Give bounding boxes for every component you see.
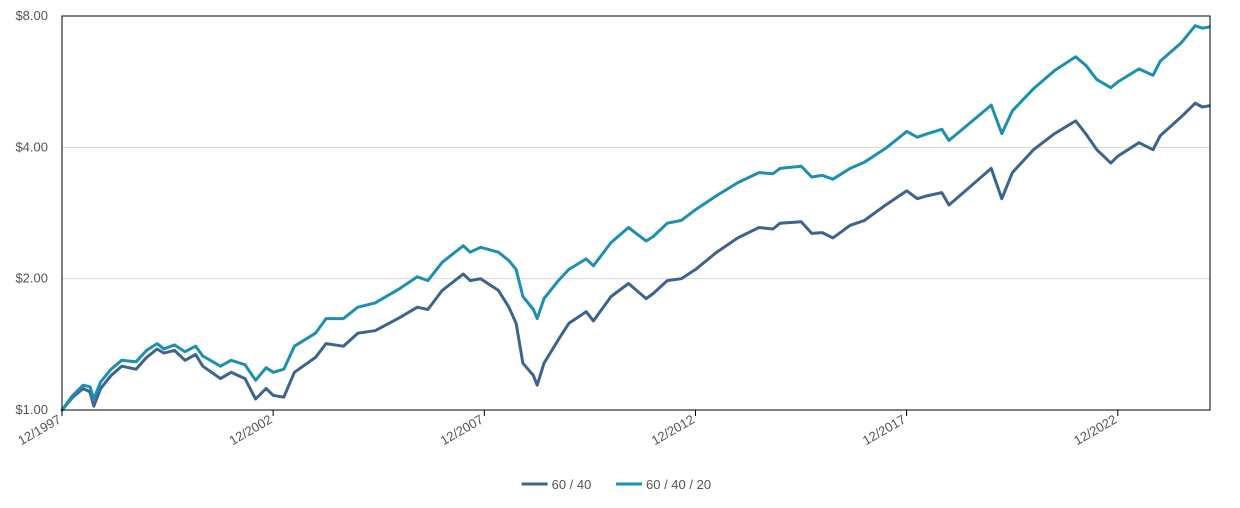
y-tick-label: $1.00: [15, 402, 48, 417]
series-line-2: [60, 24, 1211, 412]
y-tick-label: $4.00: [15, 139, 48, 154]
x-tick-label: 12/2002: [226, 412, 274, 448]
plot-frame: [61, 15, 1211, 411]
grid-lines: [62, 146, 1210, 280]
x-tick-label: 12/2017: [860, 412, 908, 448]
x-axis-ticks: 12/1997 12/2002 12/2007 12/2012 12/2017 12/20…: [15, 410, 1119, 448]
x-tick-label: 12/1997: [15, 412, 63, 448]
y-axis-ticks: $1.00 $2.00 $4.00 $8.00: [15, 8, 48, 417]
y-tick-label: $2.00: [15, 271, 48, 286]
legend-label-2: 60 / 40 / 20: [646, 477, 711, 492]
y-tick-label: $8.00: [15, 8, 48, 23]
series-lines: [60, 24, 1211, 412]
x-tick-label: 12/2012: [649, 412, 697, 448]
legend: 60 / 40 60 / 40 / 20: [521, 477, 711, 492]
x-tick-label: 12/2022: [1071, 412, 1119, 448]
series-line-1: [60, 101, 1211, 412]
x-tick-label: 12/2007: [438, 412, 486, 448]
legend-label-1: 60 / 40: [552, 477, 592, 492]
